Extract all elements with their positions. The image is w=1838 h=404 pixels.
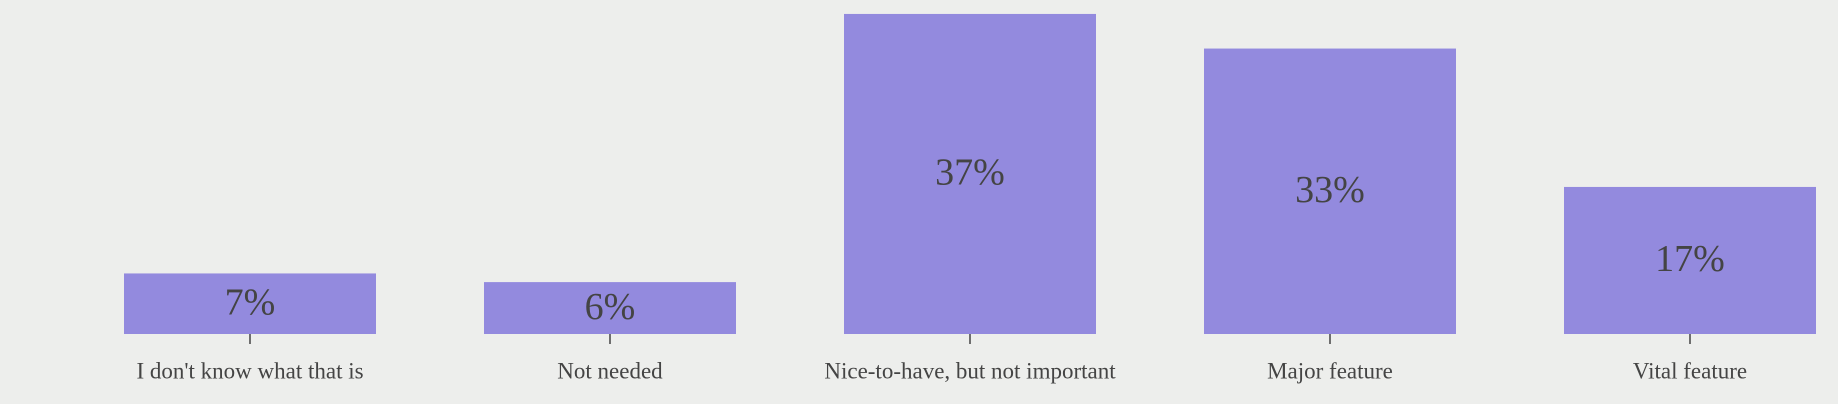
value-label: 37% xyxy=(935,152,1005,194)
x-tick-label: Not needed xyxy=(557,358,663,383)
x-tick-label: I don't know what that is xyxy=(136,358,363,383)
value-label: 7% xyxy=(225,281,276,323)
value-label: 6% xyxy=(585,286,636,328)
x-tick-label: Nice-to-have, but not important xyxy=(824,358,1116,383)
x-tick-label: Vital feature xyxy=(1633,358,1747,383)
bar xyxy=(1204,48,1456,335)
value-label: 17% xyxy=(1655,238,1725,280)
bar xyxy=(1564,186,1816,334)
value-label: 33% xyxy=(1295,169,1365,211)
bar xyxy=(124,273,376,334)
x-tick-label: Major feature xyxy=(1267,358,1393,383)
bar xyxy=(484,282,736,334)
bar xyxy=(844,13,1096,334)
